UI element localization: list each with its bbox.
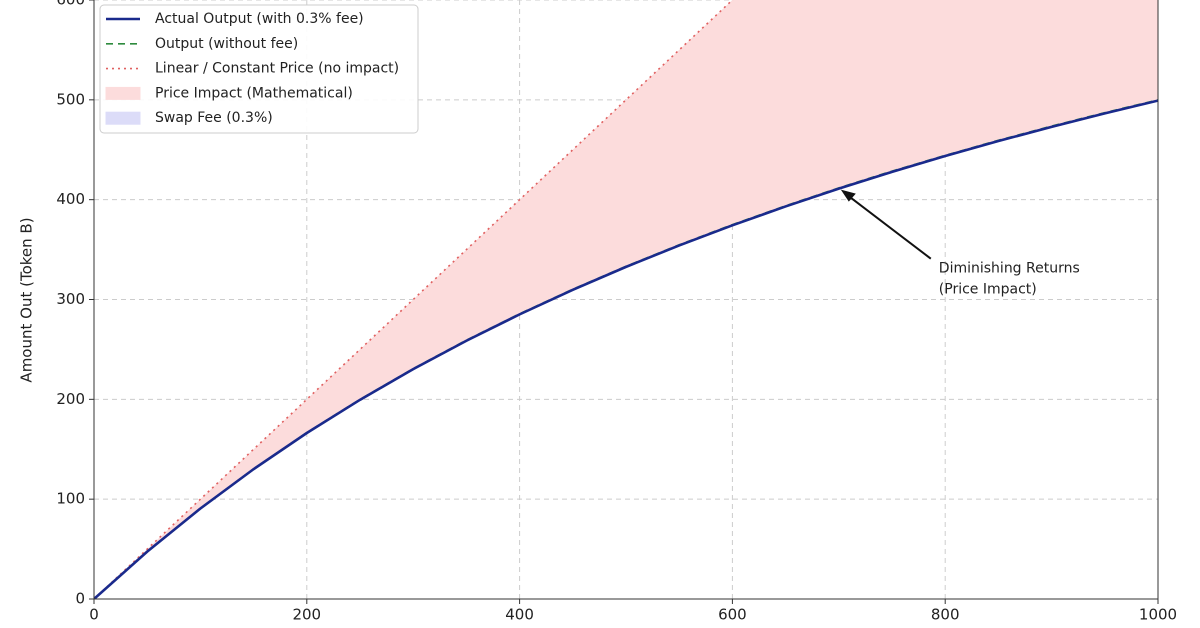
x-tick-label: 400 (505, 606, 534, 624)
y-tick-label: 400 (56, 190, 85, 208)
legend-label: Actual Output (with 0.3% fee) (155, 11, 364, 27)
y-tick-label: 100 (56, 490, 85, 508)
x-tick-label: 600 (718, 606, 747, 624)
legend-box (99, 4, 419, 134)
legend-label: Output (without fee) (155, 36, 298, 52)
legend-label: Swap Fee (0.3%) (155, 110, 273, 126)
y-tick-label: 500 (56, 90, 85, 108)
fill-area (94, 0, 1158, 599)
legend-label: Linear / Constant Price (no impact) (155, 61, 399, 77)
y-tick-label: 0 (75, 590, 85, 608)
annotation-arrow (846, 193, 932, 260)
x-tick-label: 0 (89, 606, 99, 624)
legend-label: Price Impact (Mathematical) (155, 85, 353, 101)
y-axis-label: Amount Out (Token B) (18, 217, 36, 382)
y-tick-label: 300 (56, 290, 85, 308)
y-tick-label: 200 (56, 390, 85, 408)
annotation-text: (Price Impact) (939, 282, 1037, 298)
x-tick-label: 1000 (1139, 606, 1177, 624)
series-line (94, 99, 1158, 599)
annotation-text: Diminishing Returns (939, 261, 1080, 277)
y-tick-label: 600 (56, 0, 85, 9)
annotation-arrowhead (840, 189, 856, 202)
legend-swatch (105, 111, 141, 125)
x-tick-label: 800 (931, 606, 960, 624)
legend-swatch (105, 86, 141, 100)
x-tick-label: 200 (292, 606, 321, 624)
